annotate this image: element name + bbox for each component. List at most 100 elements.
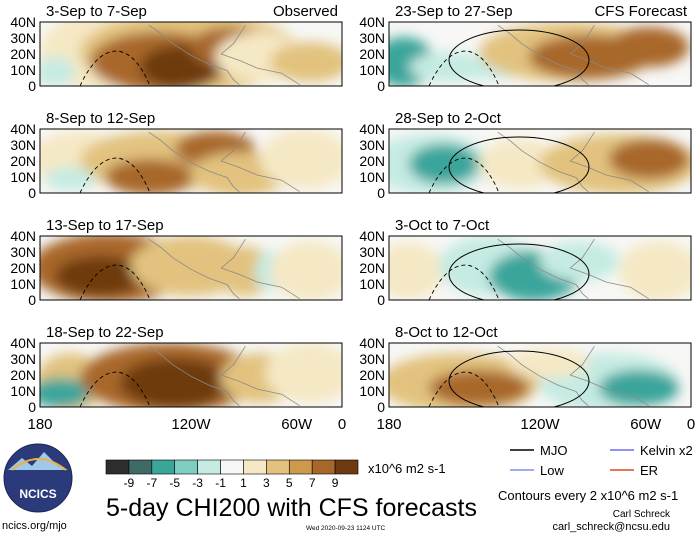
contour-dashed bbox=[428, 50, 500, 86]
chi200-field bbox=[40, 22, 342, 86]
lat-tick-label: 10N bbox=[359, 276, 385, 292]
colorbar-swatch bbox=[243, 459, 267, 475]
colorbar-tick-label: 7 bbox=[309, 476, 316, 490]
lat-tick-label: 0 bbox=[377, 185, 385, 201]
panel-p8: 8-Oct to 12-Oct bbox=[388, 324, 692, 408]
panel-frame bbox=[39, 235, 343, 301]
panel-p3: 13-Sep to 17-Sep bbox=[39, 217, 343, 301]
coastlines bbox=[79, 24, 300, 86]
panel-frame bbox=[39, 342, 343, 408]
lat-tick-label: 0 bbox=[28, 292, 36, 308]
lat-tick-label: 10N bbox=[359, 383, 385, 399]
lat-tick-label: 0 bbox=[28, 399, 36, 415]
chi200-field bbox=[389, 236, 691, 300]
panel-p1: 3-Sep to 7-Sep Observed bbox=[39, 3, 343, 87]
mjo-contour bbox=[448, 29, 590, 86]
legend-label: ER bbox=[640, 463, 658, 478]
coastlines bbox=[428, 345, 649, 407]
lat-tick-label: 10N bbox=[10, 276, 36, 292]
colorbar-unit: x10^6 m2 s-1 bbox=[368, 461, 446, 476]
lat-tick-label: 20N bbox=[359, 153, 385, 169]
lat-tick-label: 0 bbox=[377, 292, 385, 308]
chi200-field bbox=[40, 236, 342, 300]
panel-frame bbox=[388, 342, 692, 408]
contour-dashed bbox=[79, 371, 151, 407]
lat-tick-label: 40N bbox=[10, 14, 36, 30]
lat-tick-label: 30N bbox=[10, 137, 36, 153]
colorbar-tick-label: -5 bbox=[169, 476, 180, 490]
lat-tick-label: 0 bbox=[377, 399, 385, 415]
coastlines bbox=[428, 238, 649, 300]
lat-tick-label: 40N bbox=[359, 335, 385, 351]
lat-tick-label: 0 bbox=[28, 185, 36, 201]
mjo-contour bbox=[448, 243, 590, 300]
lat-tick-label: 20N bbox=[359, 367, 385, 383]
main-title: 5-day CHI200 with CFS forecasts bbox=[106, 494, 477, 522]
lat-tick-label: 40N bbox=[359, 121, 385, 137]
lat-tick-label: 30N bbox=[359, 30, 385, 46]
lat-tick-label: 30N bbox=[10, 244, 36, 260]
lat-tick-label: 30N bbox=[359, 244, 385, 260]
colorbar-tick-label: -3 bbox=[192, 476, 203, 490]
lon-tick-label: 120W bbox=[520, 416, 560, 433]
colorbar-tick-label: 3 bbox=[263, 476, 270, 490]
colorbar-swatch bbox=[197, 459, 221, 475]
colorbar: -9 -7 -5 -3 -1 1 3 5 7 9 x10^6 m2 s-1 bbox=[105, 459, 446, 490]
lon-tick-label: 0 bbox=[338, 416, 346, 433]
website-link[interactable]: ncics.org/mjo bbox=[2, 520, 67, 532]
contour-dashed bbox=[79, 157, 151, 193]
colorbar-tick-label: -7 bbox=[146, 476, 157, 490]
panel-p4: 18-Sep to 22-Sep bbox=[39, 324, 343, 408]
legend-label: Kelvin x2 bbox=[640, 443, 693, 458]
lat-tick-label: 30N bbox=[359, 137, 385, 153]
lon-tick-label: 60W bbox=[630, 416, 662, 433]
panel-title: 3-Oct to 7-Oct bbox=[395, 217, 490, 234]
panel-p6: 28-Sep to 2-Oct bbox=[388, 110, 692, 194]
panel-frame bbox=[388, 235, 692, 301]
lat-tick-label: 20N bbox=[10, 260, 36, 276]
panel-title: 8-Oct to 12-Oct bbox=[395, 324, 498, 341]
lat-tick-label: 20N bbox=[359, 260, 385, 276]
colorbar-tick-label: 5 bbox=[286, 476, 293, 490]
panel-title: 3-Sep to 7-Sep bbox=[46, 3, 147, 20]
lat-tick-label: 10N bbox=[10, 62, 36, 78]
panel-tag: Observed bbox=[273, 3, 338, 20]
colorbar-tick-label: 9 bbox=[332, 476, 339, 490]
lat-tick-label: 30N bbox=[359, 351, 385, 367]
lat-tick-label: 10N bbox=[10, 169, 36, 185]
contour-dashed bbox=[79, 264, 151, 300]
map-panels: 3-Sep to 7-Sep Observed 8-Sep to 12-Sep 13-… bbox=[39, 3, 692, 408]
colorbar-swatch bbox=[174, 459, 198, 475]
coastlines bbox=[79, 238, 300, 300]
panel-title: 28-Sep to 2-Oct bbox=[395, 110, 502, 127]
panel-title: 8-Sep to 12-Sep bbox=[46, 110, 155, 127]
author-email[interactable]: carl_schreck@ncsu.edu bbox=[552, 521, 670, 533]
colorbar-swatch bbox=[288, 459, 313, 475]
panel-p7: 3-Oct to 7-Oct bbox=[388, 217, 692, 301]
author-name: Carl Schreck bbox=[612, 509, 670, 520]
lat-tick-label: 20N bbox=[10, 367, 36, 383]
logo-text: NCICS bbox=[19, 487, 56, 501]
lat-tick-label: 40N bbox=[10, 121, 36, 137]
contour-dashed bbox=[428, 264, 500, 300]
lat-tick-label: 10N bbox=[359, 169, 385, 185]
coastlines bbox=[79, 345, 300, 407]
logo-mountains bbox=[8, 452, 68, 470]
lon-tick-label: 180 bbox=[27, 416, 52, 433]
mjo-contour bbox=[448, 350, 590, 407]
chi200-field bbox=[389, 22, 689, 86]
mjo-contour bbox=[448, 136, 590, 193]
contour-dashed bbox=[428, 371, 500, 407]
chi200-field bbox=[389, 134, 691, 193]
lat-tick-label: 0 bbox=[377, 78, 385, 94]
panel-frame bbox=[39, 21, 343, 87]
lat-tick-label: 20N bbox=[359, 46, 385, 62]
panel-title: 18-Sep to 22-Sep bbox=[46, 324, 164, 341]
legend: MJO Kelvin x2 Low ER bbox=[510, 443, 693, 478]
legend-label: MJO bbox=[540, 443, 567, 458]
contour-dashed bbox=[79, 50, 151, 86]
lon-tick-label: 60W bbox=[281, 416, 313, 433]
panel-p2: 8-Sep to 12-Sep bbox=[39, 110, 343, 194]
lat-tick-label: 20N bbox=[10, 153, 36, 169]
